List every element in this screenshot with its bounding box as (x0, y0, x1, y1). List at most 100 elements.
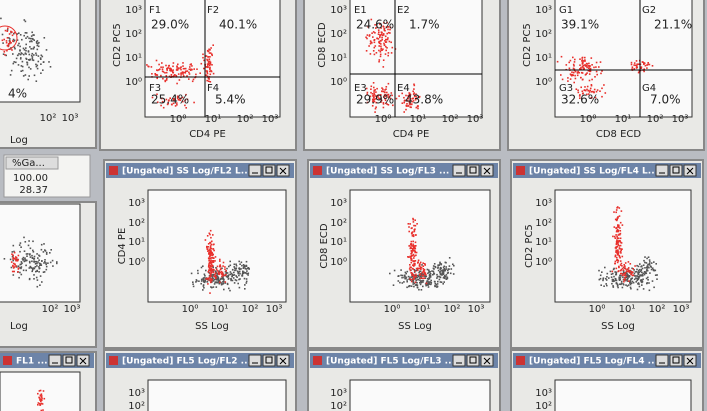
event-dot (46, 252, 48, 254)
event-dot (645, 271, 647, 273)
event-dot (33, 278, 35, 280)
event-dot (402, 282, 404, 284)
event-dot (636, 67, 638, 69)
event-dot (446, 274, 448, 276)
event-dot (612, 285, 614, 287)
event-dot (28, 75, 30, 77)
event-dot (180, 67, 182, 69)
event-dot (430, 281, 432, 283)
event-dot (219, 264, 221, 266)
event-dot (217, 278, 219, 280)
minimize-button[interactable] (49, 355, 61, 366)
event-dot (619, 215, 621, 217)
event-dot (210, 237, 212, 239)
event-dot (379, 59, 381, 61)
event-dot (410, 248, 412, 250)
event-dot (182, 73, 184, 75)
event-dot (596, 62, 598, 64)
event-dot (449, 265, 451, 267)
event-dot (37, 404, 39, 406)
event-dot (9, 41, 11, 43)
event-dot (415, 248, 417, 250)
y-tick-label: 10¹ (330, 53, 347, 64)
minimize-button[interactable] (656, 165, 668, 176)
event-dot (381, 31, 383, 33)
event-dot (394, 270, 396, 272)
event-dot (594, 76, 596, 78)
event-dot (414, 231, 416, 233)
event-dot (189, 73, 191, 75)
event-dot (604, 267, 606, 269)
event-dot (46, 49, 48, 51)
event-dot (574, 59, 576, 61)
event-dot (50, 262, 52, 264)
event-dot (32, 56, 34, 58)
minimize-button[interactable] (656, 355, 668, 366)
event-dot (622, 276, 624, 278)
event-dot (210, 74, 212, 76)
event-dot (601, 88, 603, 90)
event-dot (412, 283, 414, 285)
event-dot (588, 63, 590, 65)
event-dot (373, 39, 375, 41)
event-dot (409, 278, 411, 280)
minimize-button[interactable] (249, 355, 261, 366)
event-dot (209, 267, 211, 269)
event-dot (163, 107, 165, 109)
event-dot (366, 50, 368, 52)
event-dot (32, 58, 34, 60)
event-dot (445, 270, 447, 272)
y-tick-label: 10⁰ (330, 257, 347, 268)
event-dot (22, 70, 24, 72)
event-dot (35, 271, 37, 273)
event-dot (572, 57, 574, 59)
event-dot (37, 286, 39, 288)
event-dot (630, 287, 632, 289)
event-dot (34, 258, 36, 260)
event-dot (631, 62, 633, 64)
event-dot (229, 261, 231, 263)
event-dot (411, 281, 413, 283)
event-dot (230, 278, 232, 280)
event-dot (209, 52, 211, 54)
event-dot (629, 276, 631, 278)
event-dot (207, 281, 209, 283)
event-dot (374, 111, 376, 113)
event-dot (39, 255, 41, 257)
event-dot (19, 50, 21, 52)
minimize-button[interactable] (453, 165, 465, 176)
event-dot (646, 267, 648, 269)
event-dot (222, 265, 224, 267)
event-dot (378, 45, 380, 47)
event-dot (25, 21, 27, 23)
event-dot (649, 290, 651, 292)
event-dot (375, 106, 377, 108)
event-dot (571, 71, 573, 73)
minimize-button[interactable] (249, 165, 261, 176)
event-dot (214, 283, 216, 285)
event-dot (636, 271, 638, 273)
event-dot (573, 82, 575, 84)
event-dot (380, 46, 382, 48)
event-dot (156, 78, 158, 80)
event-dot (619, 207, 621, 209)
event-dot (228, 276, 230, 278)
event-dot (214, 274, 216, 276)
event-dot (19, 251, 21, 253)
event-dot (443, 267, 445, 269)
minimize-button[interactable] (453, 355, 465, 366)
event-dot (413, 88, 415, 90)
y-axis-label: CD8 ECD (319, 223, 330, 269)
event-dot (425, 285, 427, 287)
event-dot (29, 262, 31, 264)
event-dot (398, 275, 400, 277)
event-dot (29, 59, 31, 61)
event-dot (31, 40, 33, 42)
event-dot (646, 64, 648, 66)
y-tick-label: 10² (125, 29, 142, 40)
event-dot (45, 264, 47, 266)
x-axis-label: SS Log (601, 321, 635, 332)
event-dot (222, 283, 224, 285)
event-dot (577, 75, 579, 77)
event-dot (639, 263, 641, 265)
